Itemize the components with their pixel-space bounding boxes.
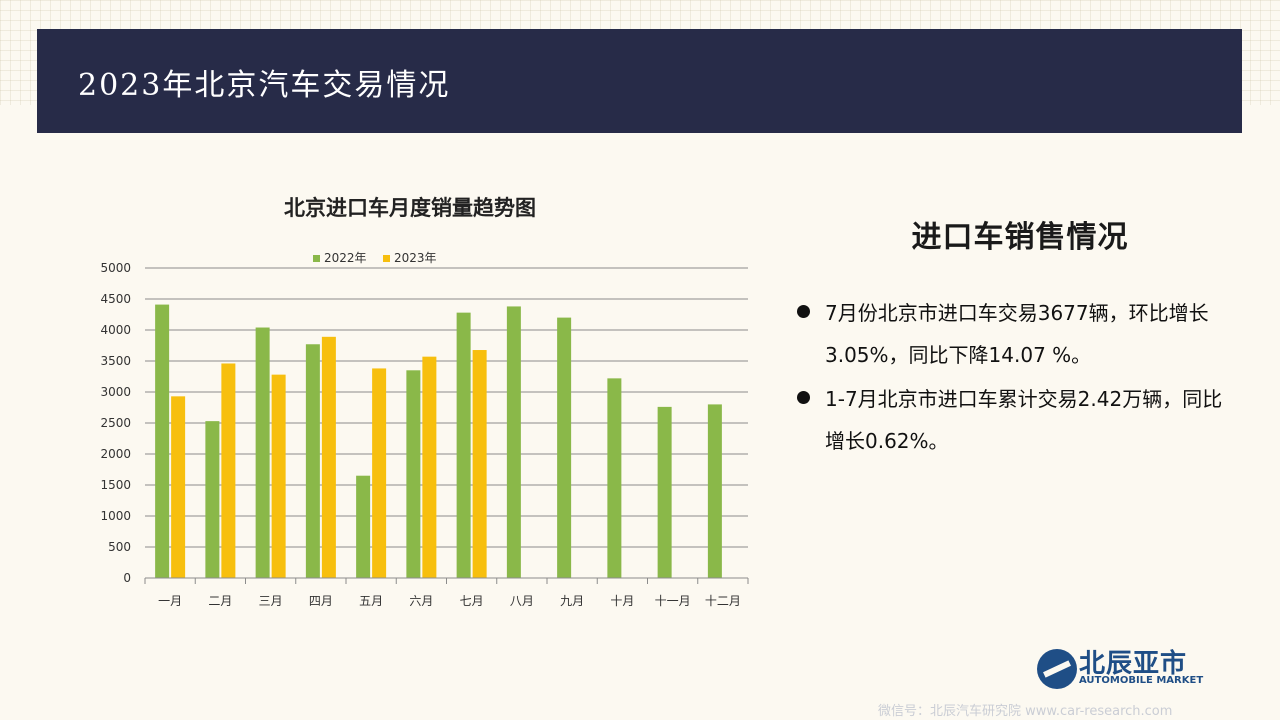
x-tick-label: 十月: [610, 594, 634, 608]
y-tick-label: 1500: [100, 478, 131, 492]
bar-2022: [607, 378, 622, 578]
bar-2023: [221, 363, 236, 578]
bar-2022: [255, 327, 270, 578]
bullet-dot-icon: [797, 305, 810, 318]
x-tick-label: 十二月: [705, 594, 741, 608]
y-tick-label: 3500: [100, 354, 131, 368]
legend-swatch-2022: [313, 255, 320, 262]
logo-chinese-text: 北辰亚市: [1079, 649, 1188, 679]
x-tick-label: 六月: [409, 594, 433, 608]
logo-english-text: AUTOMOBILE MARKET: [1079, 675, 1204, 686]
legend-item-2022: 2022年: [313, 249, 367, 266]
bar-2022: [557, 317, 572, 578]
legend-item-2023: 2023年: [383, 249, 437, 266]
bullet-text: 1-7月北京市进口车累计交易2.42万辆，同比增长0.62%。: [825, 387, 1223, 453]
company-logo: 北辰亚市 AUTOMOBILE MARKET: [1037, 647, 1212, 689]
bar-2022: [155, 304, 170, 578]
bar-2022: [356, 475, 371, 578]
x-tick-label: 十一月: [655, 594, 691, 608]
bullet-list: 7月份北京市进口车交易3677辆，环比增长3.05%，同比下降14.07 %。 …: [795, 292, 1225, 464]
bar-2022: [305, 344, 320, 578]
x-tick-label: 八月: [510, 594, 534, 608]
bar-2023: [422, 356, 437, 578]
bar-2022: [506, 306, 521, 578]
y-tick-label: 2500: [100, 416, 131, 430]
side-title: 进口车销售情况: [911, 220, 1129, 255]
bar-2022: [406, 370, 421, 578]
x-tick-label: 一月: [158, 594, 182, 608]
bar-2023: [171, 396, 186, 578]
y-tick-label: 2000: [100, 447, 131, 461]
watermark: 微信号：北辰汽车研究院 www.car-research.com: [878, 704, 1173, 719]
y-tick-label: 500: [108, 540, 131, 554]
bar-2023: [472, 350, 487, 578]
legend-label-2022: 2022年: [324, 251, 367, 265]
bullet-item: 1-7月北京市进口车累计交易2.42万辆，同比增长0.62%。: [795, 378, 1225, 462]
bullet-item: 7月份北京市进口车交易3677辆，环比增长3.05%，同比下降14.07 %。: [795, 292, 1225, 376]
y-tick-label: 0: [123, 571, 131, 585]
x-tick-label: 二月: [208, 594, 232, 608]
page-title: 2023年北京汽车交易情况: [78, 68, 451, 103]
x-tick-label: 九月: [560, 594, 584, 608]
bar-2022: [707, 404, 722, 578]
legend-swatch-2023: [383, 255, 390, 262]
bullet-text: 7月份北京市进口车交易3677辆，环比增长3.05%，同比下降14.07 %。: [825, 301, 1209, 367]
x-tick-label: 三月: [259, 594, 283, 608]
x-tick-label: 五月: [359, 594, 383, 608]
x-tick-label: 四月: [309, 594, 333, 608]
chart-title: 北京进口车月度销量趋势图: [284, 196, 536, 220]
bar-2022: [657, 406, 672, 578]
legend-label-2023: 2023年: [394, 251, 437, 265]
y-tick-label: 5000: [100, 261, 131, 275]
x-tick-label: 七月: [460, 594, 484, 608]
y-tick-label: 4500: [100, 292, 131, 306]
bar-2023: [271, 374, 286, 578]
header-bar: [37, 29, 1242, 133]
logo-emblem-icon: [1037, 649, 1077, 689]
y-tick-label: 1000: [100, 509, 131, 523]
bar-2023: [321, 336, 336, 578]
y-tick-label: 4000: [100, 323, 131, 337]
bullet-dot-icon: [797, 391, 810, 404]
bar-2022: [456, 312, 471, 578]
y-tick-label: 3000: [100, 385, 131, 399]
bar-2023: [372, 368, 387, 578]
bar-2022: [205, 421, 220, 578]
